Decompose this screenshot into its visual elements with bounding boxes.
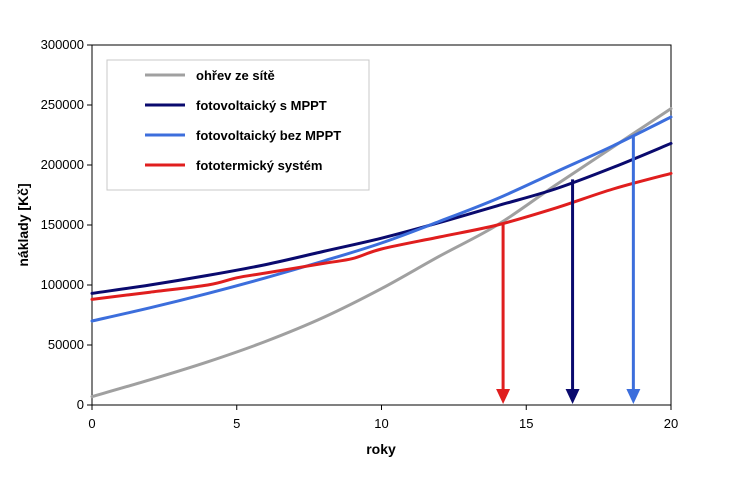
y-axis-title: náklady [Kč]	[15, 183, 31, 266]
y-axis-ticks: 0 50000 100000 150000 200000 250000 300000	[41, 37, 92, 412]
x-tick-label: 15	[519, 416, 533, 431]
arrow-head-0	[496, 389, 511, 404]
legend: ohřev ze sítě fotovoltaický s MPPT fotovol…	[106, 59, 370, 191]
x-axis-ticks: 0 5 10 15 20	[88, 405, 678, 431]
legend-label-0: ohřev ze sítě	[196, 68, 275, 83]
series-line-3	[90, 171, 673, 301]
series-line-2	[90, 115, 673, 323]
y-tick-label: 0	[77, 397, 84, 412]
legend-label-3: fototermický systém	[196, 158, 322, 173]
y-tick-label: 200000	[41, 157, 84, 172]
y-tick-label: 100000	[41, 277, 84, 292]
x-tick-label: 5	[233, 416, 240, 431]
legend-label-1: fotovoltaický s MPPT	[196, 98, 327, 113]
y-tick-label: 50000	[48, 337, 84, 352]
arrow-head-2	[626, 389, 641, 404]
x-axis-title: roky	[366, 441, 396, 457]
x-tick-label: 10	[374, 416, 388, 431]
y-tick-label: 300000	[41, 37, 84, 52]
legend-label-2: fotovoltaický bez MPPT	[196, 128, 341, 143]
arrows	[496, 136, 641, 404]
series-line-0	[90, 107, 673, 399]
y-tick-label: 250000	[41, 97, 84, 112]
y-tick-label: 150000	[41, 217, 84, 232]
x-tick-label: 0	[88, 416, 95, 431]
arrow-head-1	[565, 389, 580, 404]
x-tick-label: 20	[664, 416, 678, 431]
legend-box	[106, 59, 370, 191]
